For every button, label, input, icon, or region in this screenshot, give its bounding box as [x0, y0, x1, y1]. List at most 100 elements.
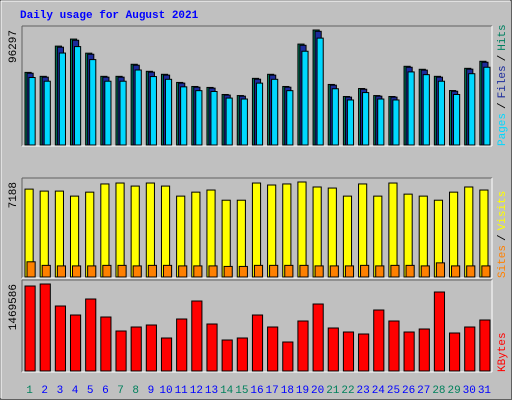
legend-separator: / — [497, 55, 509, 62]
bar — [104, 80, 112, 146]
bar — [312, 303, 324, 372]
bar — [28, 77, 36, 146]
x-tick-label: 14 — [220, 385, 234, 397]
bar — [85, 298, 97, 372]
bar — [251, 314, 264, 372]
x-tick-label: 13 — [205, 385, 218, 397]
x-tick-label: 1 — [26, 385, 33, 397]
bar — [437, 80, 446, 146]
bar — [236, 337, 248, 372]
bar — [420, 265, 430, 278]
bar — [362, 92, 370, 146]
bar — [223, 265, 233, 278]
x-tick-label: 27 — [417, 385, 430, 397]
bar — [115, 330, 127, 372]
x-tick-label: 8 — [132, 385, 139, 397]
x-tick-label: 21 — [326, 385, 340, 397]
x-tick-label: 3 — [57, 385, 64, 397]
x-tick-label: 30 — [463, 385, 476, 397]
x-tick-label: 28 — [432, 385, 445, 397]
bar — [87, 265, 97, 278]
bar — [405, 264, 415, 278]
bar — [176, 318, 188, 372]
bar — [160, 185, 171, 278]
bar — [418, 328, 430, 372]
bar — [466, 265, 476, 278]
bar — [375, 265, 385, 278]
bar — [54, 305, 66, 372]
x-tick-label: 18 — [281, 385, 294, 397]
bar — [468, 73, 476, 146]
bar — [299, 264, 309, 278]
y-tick-label: 1469586 — [8, 284, 20, 330]
bar — [164, 78, 173, 146]
bar — [89, 59, 97, 146]
bar — [145, 182, 155, 278]
bar — [403, 193, 413, 278]
bar — [251, 182, 262, 278]
x-tick-label: 15 — [235, 385, 248, 397]
bar — [342, 195, 353, 278]
bar — [221, 339, 233, 372]
bar — [41, 264, 51, 278]
bar — [253, 264, 264, 278]
bar — [191, 300, 203, 372]
bar — [195, 90, 203, 146]
bar — [464, 326, 476, 372]
bar — [58, 52, 66, 146]
bar — [119, 80, 127, 146]
x-tick-label: 16 — [250, 385, 263, 397]
x-tick-label: 23 — [357, 385, 370, 397]
bar — [236, 199, 246, 278]
bar — [115, 182, 125, 278]
bar — [346, 99, 355, 146]
bar — [373, 195, 383, 278]
bar — [54, 190, 64, 278]
bar — [43, 80, 51, 146]
bar — [342, 331, 355, 372]
bar — [132, 265, 142, 278]
legend-label: Hits — [497, 24, 509, 50]
bar — [180, 86, 188, 146]
bar — [479, 189, 489, 278]
bar — [221, 199, 231, 278]
bar — [297, 181, 307, 278]
bar — [312, 186, 322, 278]
bar — [100, 183, 110, 278]
bar — [71, 265, 82, 278]
x-tick-label: 17 — [266, 385, 279, 397]
bar — [282, 341, 294, 372]
bar — [73, 46, 82, 146]
x-tick-label: 12 — [190, 385, 203, 397]
x-tick-label: 2 — [41, 385, 48, 397]
bar — [267, 326, 279, 372]
bar — [147, 264, 157, 278]
bar — [130, 326, 142, 372]
bar — [69, 195, 80, 278]
bar — [130, 185, 140, 278]
bar — [160, 337, 173, 372]
legend-separator: / — [497, 234, 509, 241]
x-tick-label: 11 — [175, 385, 189, 397]
bar — [286, 90, 294, 146]
bar — [162, 264, 173, 278]
bar — [388, 320, 400, 372]
bar — [271, 78, 279, 146]
bar — [316, 37, 324, 146]
bar — [145, 324, 157, 372]
x-tick-label: 9 — [148, 385, 155, 397]
bar — [451, 265, 461, 278]
bar — [238, 265, 248, 278]
x-tick-label: 29 — [447, 385, 460, 397]
legend-label: Sites — [497, 245, 509, 278]
bar — [344, 265, 355, 278]
bar — [100, 316, 112, 372]
x-tick-label: 26 — [402, 385, 415, 397]
bar — [301, 50, 309, 146]
x-tick-label: 5 — [87, 385, 94, 397]
bar — [464, 186, 474, 278]
legend-label: Visits — [497, 191, 509, 231]
bar — [358, 183, 368, 278]
x-tick-label: 24 — [372, 385, 386, 397]
bar — [390, 264, 400, 278]
